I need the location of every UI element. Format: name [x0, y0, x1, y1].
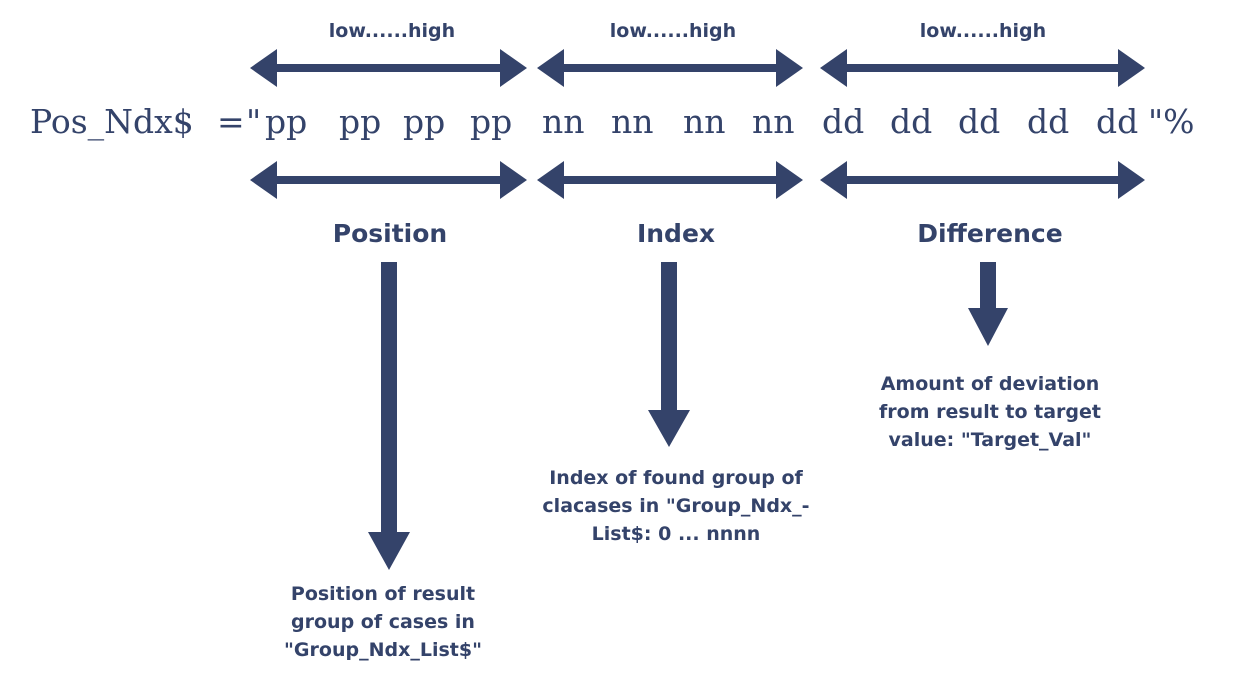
pos-group: pp: [339, 102, 381, 141]
position-description-line: group of cases in: [291, 611, 475, 633]
ndx-group: nn: [683, 102, 726, 141]
diff-group: dd: [958, 102, 1000, 141]
difference-description-line: value: "Target_Val": [889, 429, 1092, 451]
scale-label-index: low......high: [610, 20, 736, 42]
top-double-arrow-difference-icon: [820, 49, 1145, 87]
diff-group: dd: [822, 102, 864, 141]
down-arrow-index-icon: [648, 262, 690, 447]
bottom-double-arrow-difference-icon: [820, 161, 1145, 199]
scale-label-difference: low......high: [920, 20, 1046, 42]
formula-close: "%: [1148, 102, 1195, 141]
ndx-group: nn: [752, 102, 795, 141]
top-double-arrow-index-icon: [537, 49, 803, 87]
pos-group: pp: [470, 102, 512, 141]
top-double-arrow-position-icon: [250, 49, 527, 87]
section-label-difference: Difference: [917, 219, 1062, 248]
formula-lhs: Pos_Ndx$: [30, 102, 194, 142]
position-description-line: Position of result: [291, 583, 475, 605]
index-description-line: clacases in "Group_Ndx_-: [542, 495, 809, 517]
diff-group: dd: [1027, 102, 1069, 141]
section-label-position: Position: [333, 219, 447, 248]
down-arrow-position-icon: [368, 262, 410, 570]
pos-group: pp: [403, 102, 445, 141]
pos-group: pp: [265, 102, 307, 141]
ndx-group: nn: [542, 102, 585, 141]
difference-description-line: Amount of deviation: [881, 373, 1100, 395]
diff-group: dd: [1096, 102, 1138, 141]
index-description-line: List$: 0 ... nnnn: [592, 523, 761, 545]
down-arrow-difference-icon: [968, 262, 1008, 346]
scale-label-position: low......high: [329, 20, 455, 42]
ndx-group: nn: [611, 102, 654, 141]
section-label-index: Index: [637, 219, 715, 248]
bottom-double-arrow-index-icon: [537, 161, 803, 199]
formula-equals: =: [217, 102, 245, 141]
difference-description-line: from result to target: [879, 401, 1101, 423]
bottom-double-arrow-position-icon: [250, 161, 527, 199]
position-description-line: "Group_Ndx_List$": [284, 639, 482, 661]
formula-open-quote: ": [246, 102, 261, 141]
diff-group: dd: [890, 102, 932, 141]
index-description-line: Index of found group of: [549, 467, 803, 489]
